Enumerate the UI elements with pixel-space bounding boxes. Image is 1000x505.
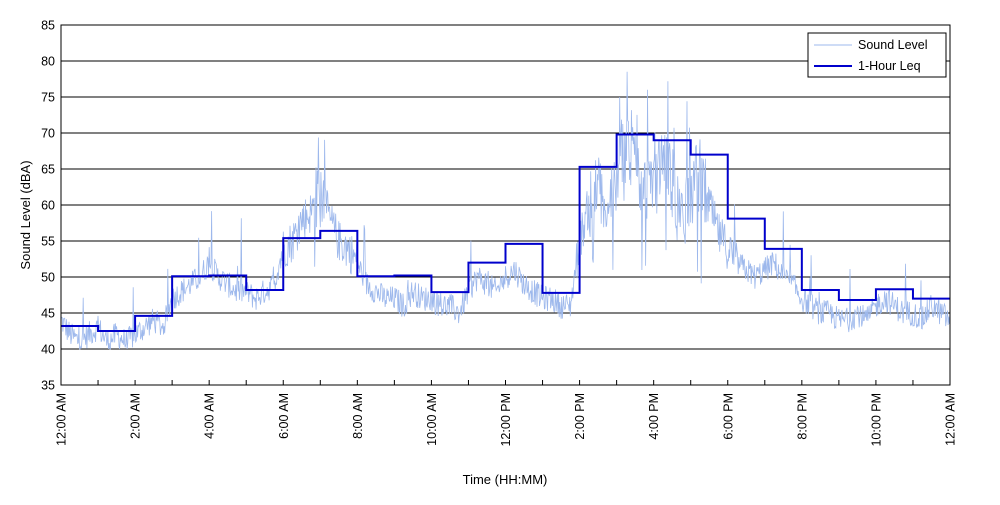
y-axis-ticks: 35 40 45 50 55 60 65 70 75 80 85 bbox=[41, 19, 55, 393]
x-tick-label-5: 10:00 AM bbox=[425, 393, 439, 446]
leq-step-line bbox=[61, 133, 950, 332]
leq-series bbox=[61, 133, 950, 332]
x-tick-label-2: 4:00 AM bbox=[203, 393, 217, 439]
legend-label-sound-level: Sound Level bbox=[858, 38, 928, 52]
y-tick-label-60: 60 bbox=[41, 199, 55, 213]
y-tick-label-85: 85 bbox=[41, 19, 55, 33]
y-tick-label-70: 70 bbox=[41, 127, 55, 141]
sound-level-line bbox=[60, 71, 951, 350]
legend-label-leq: 1-Hour Leq bbox=[858, 59, 921, 73]
sound-level-series bbox=[60, 71, 951, 350]
x-tick-label-8: 4:00 PM bbox=[647, 393, 661, 440]
x-axis-label: Time (HH:MM) bbox=[463, 472, 548, 487]
y-tick-label-55: 55 bbox=[41, 235, 55, 249]
y-tick-label-35: 35 bbox=[41, 379, 55, 393]
x-tick-label-0: 12:00 AM bbox=[55, 393, 69, 446]
x-tick-label-11: 10:00 PM bbox=[869, 393, 883, 447]
x-tick-label-9: 6:00 PM bbox=[721, 393, 735, 440]
x-tick-label-4: 8:00 AM bbox=[351, 393, 365, 439]
x-axis-ticks: 12:00 AM 2:00 AM 4:00 AM 6:00 AM 8:00 AM 10:0… bbox=[55, 380, 958, 447]
y-tick-label-75: 75 bbox=[41, 91, 55, 105]
y-axis-label: Sound Level (dBA) bbox=[18, 160, 33, 269]
x-tick-label-3: 6:00 AM bbox=[277, 393, 291, 439]
y-tick-label-40: 40 bbox=[41, 343, 55, 357]
x-tick-label-1: 2:00 AM bbox=[129, 393, 143, 439]
x-tick-label-7: 2:00 PM bbox=[573, 393, 587, 440]
y-tick-label-65: 65 bbox=[41, 163, 55, 177]
legend: Sound Level 1-Hour Leq bbox=[807, 32, 947, 78]
x-tick-label-6: 12:00 PM bbox=[499, 393, 513, 447]
y-tick-label-45: 45 bbox=[41, 307, 55, 321]
x-tick-label-12: 12:00 AM bbox=[944, 393, 958, 446]
legend-box bbox=[807, 32, 947, 78]
y-tick-label-80: 80 bbox=[41, 55, 55, 69]
y-tick-label-50: 50 bbox=[41, 271, 55, 285]
x-tick-label-10: 8:00 PM bbox=[795, 393, 809, 440]
